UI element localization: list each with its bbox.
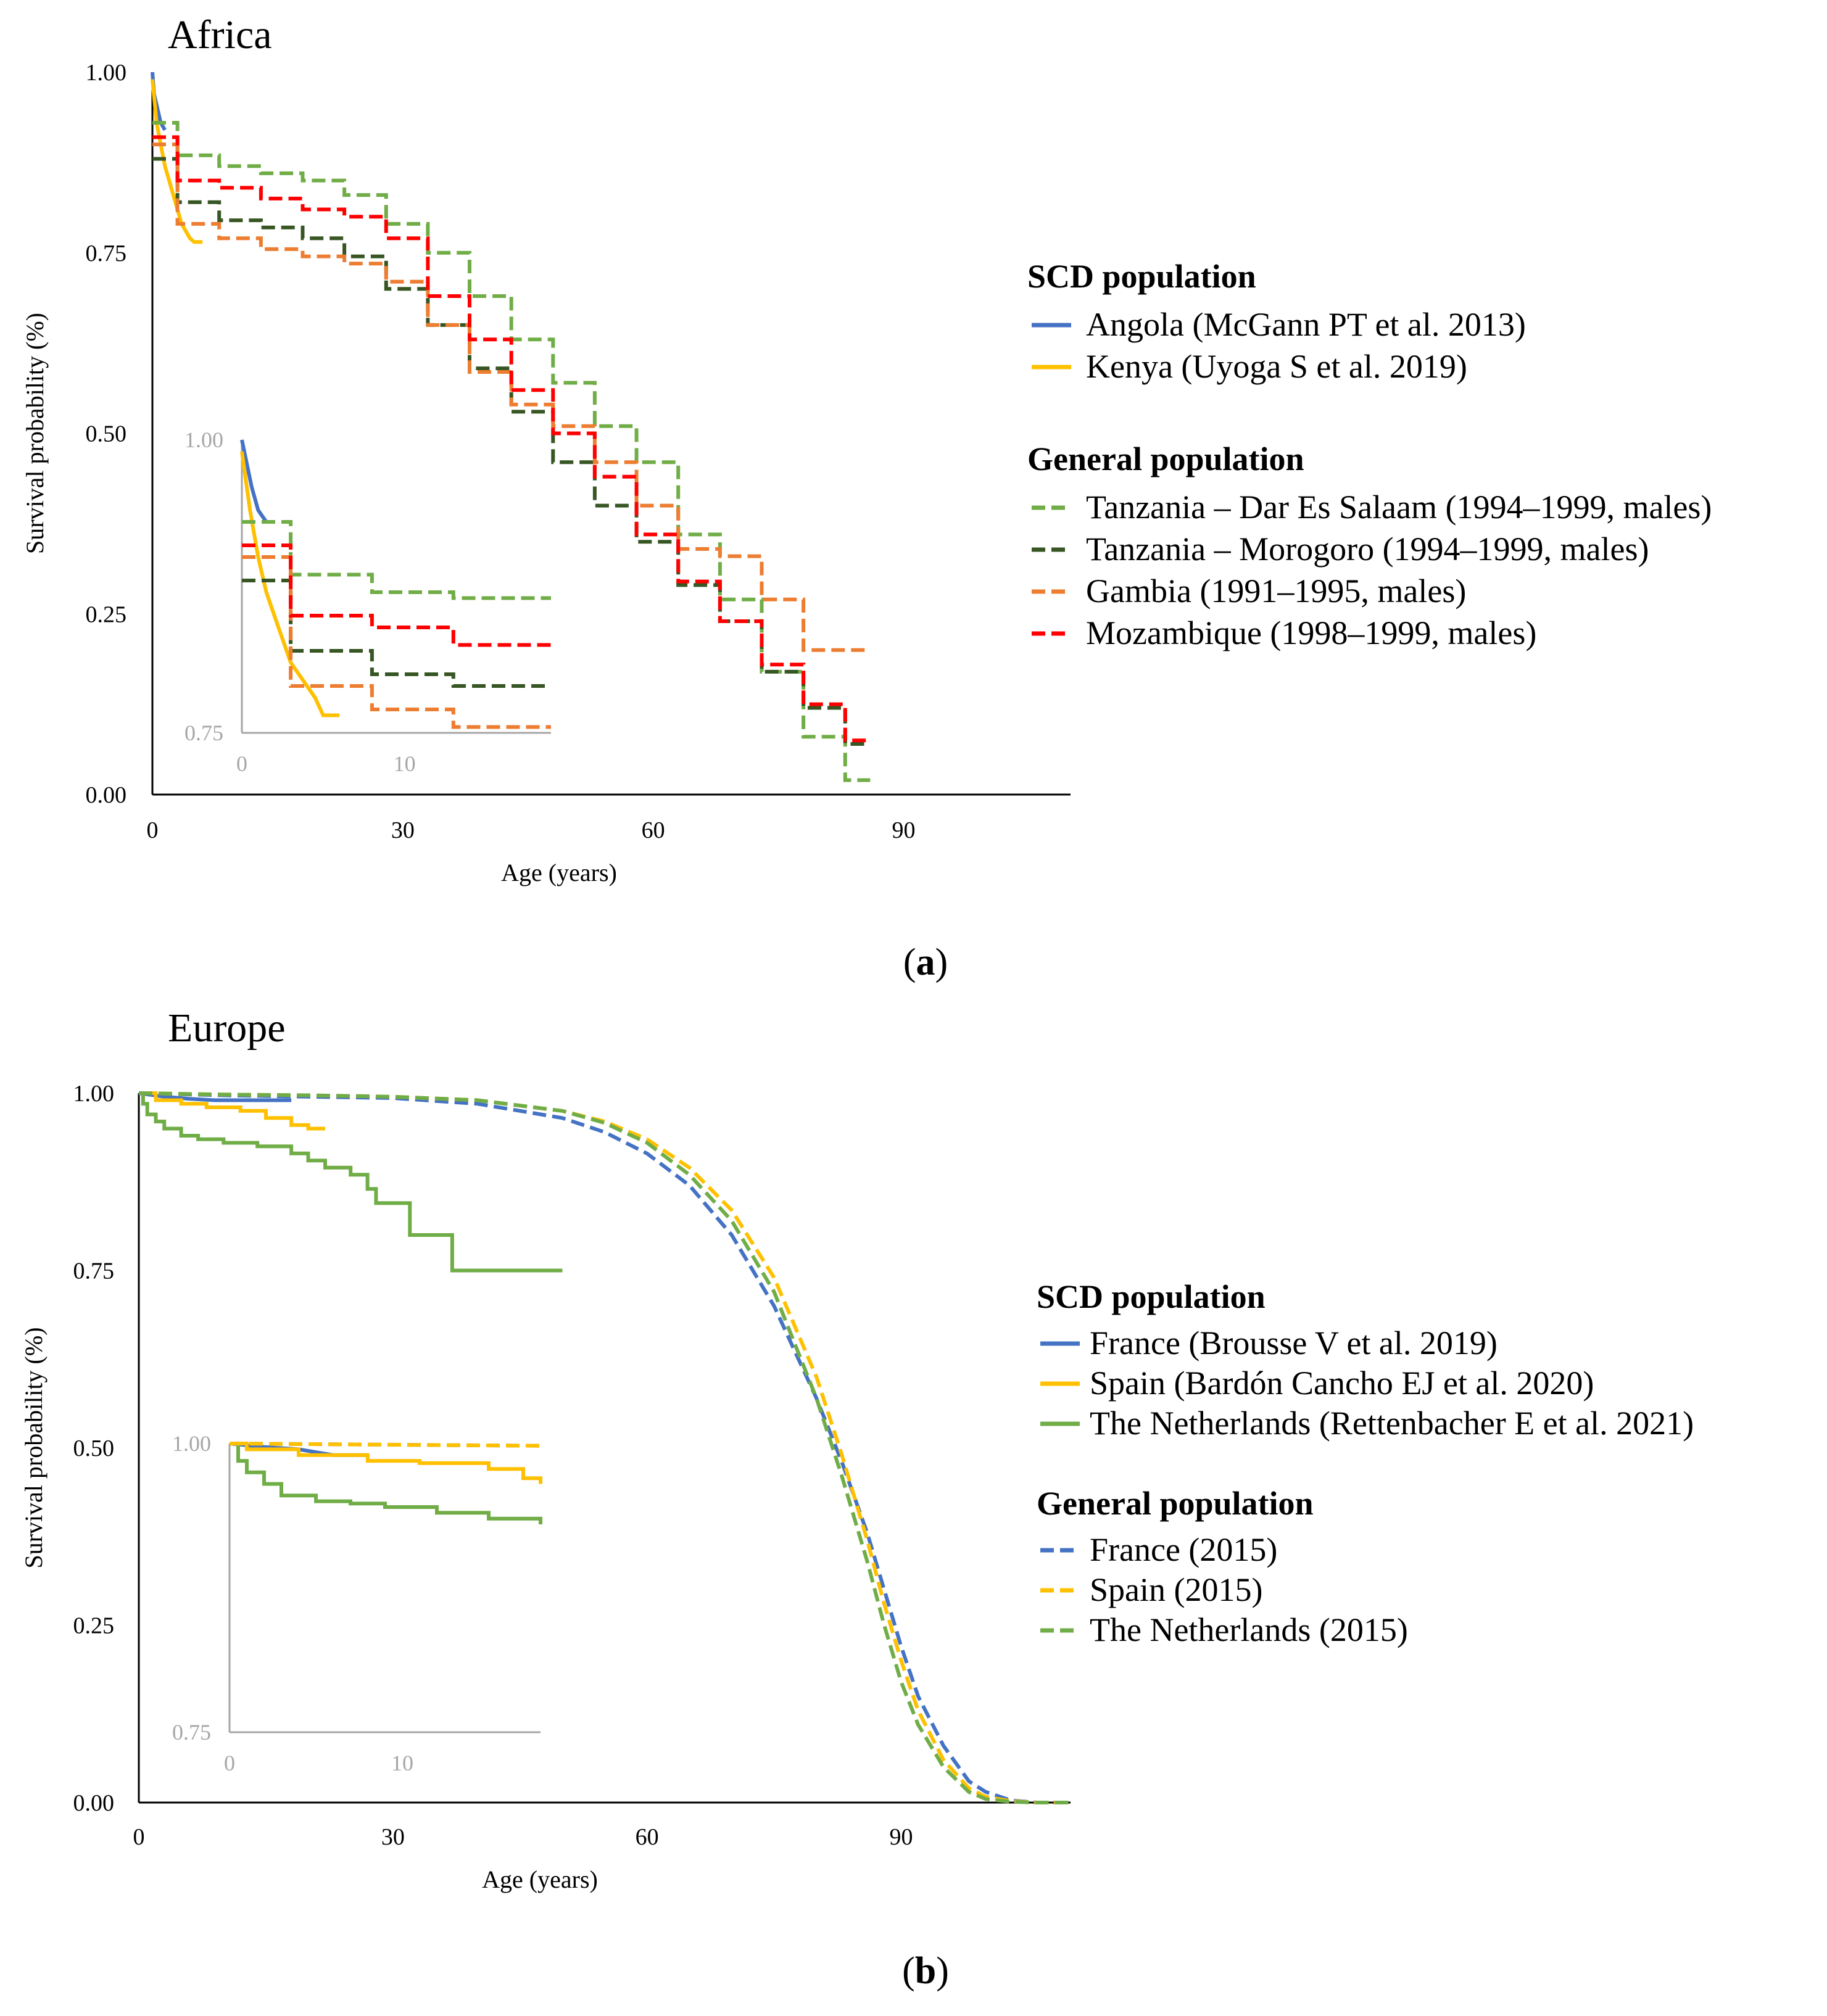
inset-x-tick-label: 0 [224, 1751, 235, 1775]
legend-entry: Angola (McGann PT et al. 2013) [1086, 306, 1526, 343]
caption-part: ( [902, 1950, 915, 1992]
inset-series-line [242, 555, 551, 729]
caption-part: ) [936, 1950, 949, 1992]
y-axis-label: Survival probability (%) [20, 1327, 48, 1568]
y-tick-label: 1.00 [86, 60, 127, 86]
series-line [139, 1091, 325, 1131]
y-tick-label: 0.50 [86, 421, 127, 447]
y-tick-label: 0.50 [73, 1436, 115, 1461]
inset-x-tick-label: 10 [394, 751, 416, 776]
y-tick-label: 0.75 [86, 241, 127, 266]
y-tick-label: 0.25 [86, 601, 127, 627]
legend-entry: The Netherlands (Rettenbacher E et al. 2… [1090, 1405, 1694, 1442]
legend-entry: Mozambique (1998–1999, males) [1086, 614, 1536, 651]
inset-y-tick-label: 0.75 [172, 1720, 211, 1745]
y-tick-label: 1.00 [73, 1081, 115, 1107]
caption-part: a [916, 941, 935, 983]
panel-africa: Africa 0.00 0.25 0.50 0.75 1.00 0 30 60 90 Age (ye… [21, 12, 1712, 983]
y-axis-label: Survival probability (%) [21, 313, 49, 554]
inset-series-line [230, 1442, 542, 1524]
y-tick-label: 0.25 [73, 1613, 115, 1639]
inset-series-line [230, 1442, 542, 1484]
legend-heading: SCD population [1027, 258, 1256, 295]
series-line [138, 1091, 292, 1102]
legend-heading: General population [1037, 1485, 1314, 1522]
legend-heading: SCD population [1037, 1278, 1266, 1315]
legend-entry: Spain (Bardón Cancho EJ et al. 2020) [1090, 1365, 1594, 1402]
x-tick-label: 90 [892, 817, 915, 843]
legend-entry: Tanzania – Dar Es Salaam (1994–1999, mal… [1086, 489, 1712, 526]
inset-series-line [242, 543, 551, 647]
inset-series-line [240, 439, 268, 523]
x-tick-label: 30 [381, 1824, 405, 1850]
panel-europe: Europe 0.00 0.25 0.50 0.75 1.00 0 30 60 90 Age (ye… [20, 1006, 1694, 1992]
legend-heading: General population [1027, 440, 1304, 477]
legend-entry: France (Brousse V et al. 2019) [1090, 1324, 1498, 1361]
x-axis-label: Age (years) [482, 1865, 598, 1893]
y-tick-label: 0.00 [86, 782, 127, 808]
inset-series-line [240, 451, 340, 717]
caption-part: ) [935, 941, 948, 983]
series-line [152, 121, 871, 782]
inset-chart: 0.75 1.00 0 10 [184, 428, 551, 776]
caption-part: b [915, 1950, 936, 1992]
series-line [152, 143, 871, 652]
x-tick-label: 0 [147, 817, 159, 843]
inset-series-line [229, 1442, 541, 1448]
series-line [152, 135, 871, 743]
panel-title: Europe [168, 1006, 286, 1051]
legend: SCD population Angola (McGann PT et al. 2… [1027, 258, 1712, 651]
x-tick-label: 30 [391, 817, 415, 843]
inset-chart: 0.75 1.00 0 10 [172, 1431, 542, 1775]
inset-y-tick-label: 0.75 [184, 721, 223, 745]
y-tick-label: 0.75 [73, 1258, 115, 1284]
inset-y-tick-label: 1.00 [184, 428, 223, 452]
legend-entry: Kenya (Uyoga S et al. 2019) [1086, 348, 1467, 385]
legend-entry: France (2015) [1090, 1531, 1277, 1568]
legend-entry: Gambia (1991–1995, males) [1086, 572, 1466, 609]
inset-series-line [242, 579, 551, 688]
series-line [138, 1091, 1071, 1804]
series-line [139, 1091, 563, 1273]
inset-y-tick-label: 1.00 [172, 1431, 211, 1456]
x-tick-label: 60 [636, 1824, 659, 1850]
y-tick-label: 0.00 [73, 1790, 115, 1816]
caption-part: ( [903, 941, 916, 983]
inset-x-tick-label: 0 [236, 751, 247, 776]
x-tick-label: 60 [642, 817, 665, 843]
x-tick-label: 0 [133, 1824, 145, 1850]
panel-caption: (a) [903, 941, 948, 983]
panel-title: Africa [168, 12, 272, 57]
legend-entry: Spain (2015) [1090, 1571, 1262, 1608]
legend-entry: The Netherlands (2015) [1090, 1611, 1408, 1648]
series-line [138, 1091, 1071, 1804]
inset-x-tick-label: 10 [391, 1751, 413, 1775]
x-tick-label: 90 [889, 1824, 913, 1850]
inset-series-line [242, 520, 551, 600]
x-axis-label: Age (years) [501, 859, 617, 886]
panel-caption: (b) [902, 1950, 949, 1992]
legend: SCD population France (Brousse V et al. 2… [1037, 1278, 1694, 1648]
legend-entry: Tanzania – Morogoro (1994–1999, males) [1086, 531, 1649, 568]
